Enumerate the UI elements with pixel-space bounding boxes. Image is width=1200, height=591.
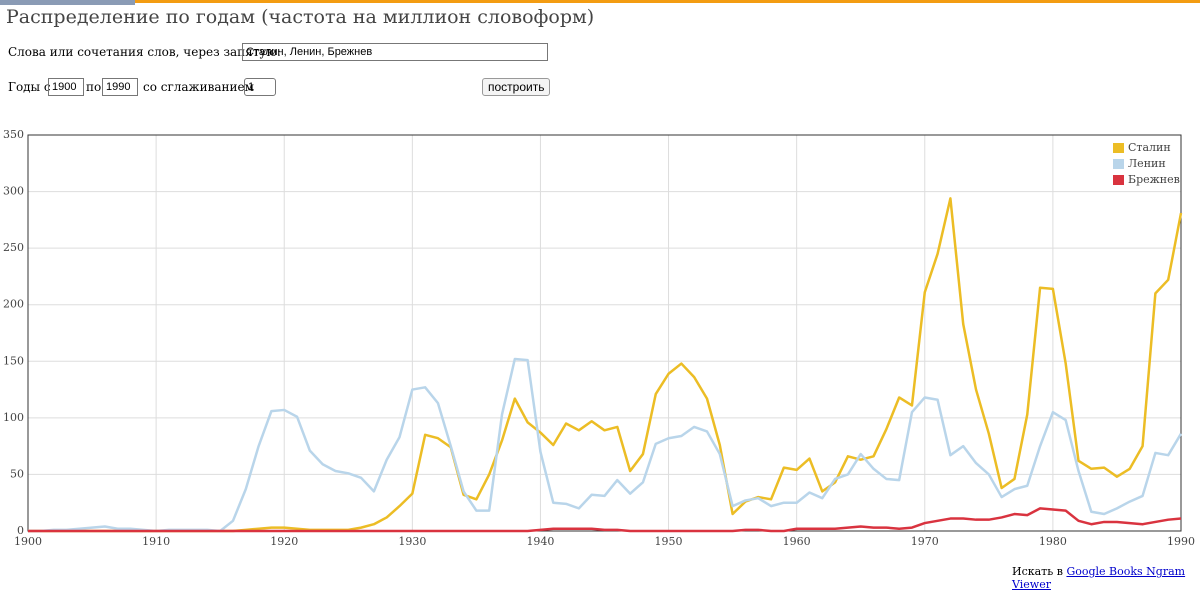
top-tab [0, 0, 135, 5]
x-tick-label: 1950 [655, 535, 683, 548]
legend-label: Брежнев [1128, 173, 1180, 186]
chart: 0 50 100 150 200 250 300 350 1900 1910 1920 1930 194… [3, 128, 1195, 548]
years-to-input[interactable]: 1990 [102, 78, 138, 96]
years-from-label: Годы с [8, 80, 51, 94]
x-tick-label: 1930 [398, 535, 426, 548]
x-tick-label: 1920 [270, 535, 298, 548]
legend-swatch [1113, 175, 1124, 185]
y-tick-label: 200 [3, 298, 24, 311]
legend-label: Ленин [1128, 157, 1166, 170]
page-title: Распределение по годам (частота на милли… [6, 6, 595, 28]
x-tick-label: 1940 [526, 535, 554, 548]
x-tick-label: 1990 [1167, 535, 1195, 548]
y-tick-label: 100 [3, 411, 24, 424]
smoothing-label: со сглаживанием [143, 80, 254, 94]
x-tick-label: 1980 [1039, 535, 1067, 548]
y-tick-label: 250 [3, 241, 24, 254]
smoothing-select[interactable]: 1 [244, 78, 276, 96]
legend-label: Сталин [1128, 141, 1171, 154]
top-bar [0, 0, 1200, 3]
words-input[interactable]: Сталин, Ленин, Брежнев [242, 43, 548, 61]
legend-swatch [1113, 143, 1124, 153]
y-tick-label: 150 [3, 354, 24, 367]
x-tick-label: 1970 [911, 535, 939, 548]
y-tick-label: 300 [3, 185, 24, 198]
x-tick-label: 1900 [14, 535, 42, 548]
y-tick-label: 50 [10, 467, 24, 480]
series-line [28, 357, 1183, 533]
series-line [28, 507, 1182, 533]
years-from-input[interactable]: 1900 [48, 78, 84, 96]
years-to-label: по [86, 80, 102, 94]
legend-swatch [1113, 159, 1124, 169]
x-tick-label: 1960 [783, 535, 811, 548]
y-tick-label: 350 [3, 128, 24, 141]
y-tick-label: 0 [17, 524, 24, 537]
build-button[interactable]: построить [482, 78, 551, 96]
footer: Искать в Google Books Ngram Viewer [1012, 565, 1200, 591]
words-label: Слова или сочетания слов, через запятую: [8, 45, 281, 59]
search-label: Искать в [1012, 565, 1063, 578]
x-tick-label: 1910 [142, 535, 170, 548]
plot-frame [27, 134, 1182, 532]
